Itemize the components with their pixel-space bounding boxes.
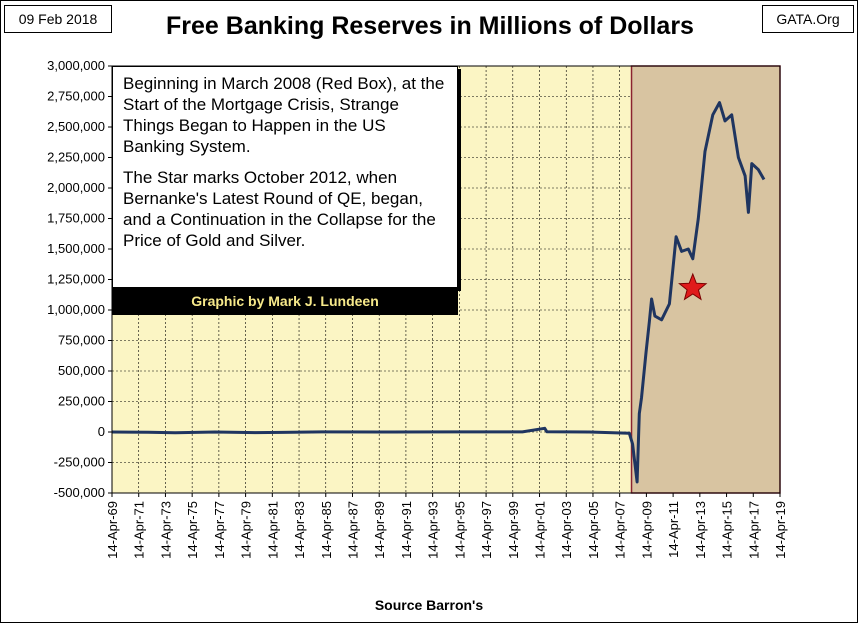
annotation-paragraph-1: Beginning in March 2008 (Red Box), at th… — [123, 74, 445, 156]
x-tick-label: 14-Apr-81 — [265, 501, 280, 559]
credit-banner: Graphic by Mark J. Lundeen — [112, 287, 458, 315]
x-axis-label: Source Barron's — [374, 597, 484, 613]
x-tick-label: 14-Apr-93 — [426, 501, 441, 559]
x-tick-label: 14-Apr-79 — [239, 501, 254, 559]
star-marker — [678, 272, 708, 301]
x-tick-label: 14-Apr-73 — [158, 501, 173, 559]
x-tick-label: 14-Apr-75 — [185, 501, 200, 559]
x-axis-ticks: 14-Apr-69 14-Apr-71 14-Apr-73 14-Apr-75 14-A… — [105, 493, 788, 559]
y-tick-label: -500,000 — [54, 485, 105, 500]
x-tick-label: 14-Apr-17 — [746, 501, 761, 559]
x-tick-label: 14-Apr-07 — [613, 501, 628, 559]
x-tick-label: 14-Apr-77 — [212, 501, 227, 559]
y-tick-label: 2,500,000 — [47, 119, 105, 134]
annotation-box: Beginning in March 2008 (Red Box), at th… — [112, 66, 458, 288]
x-tick-label: 14-Apr-91 — [399, 501, 414, 559]
x-tick-label: 14-Apr-89 — [372, 501, 387, 559]
x-tick-label: 14-Apr-97 — [479, 501, 494, 559]
y-axis-ticks: 3,000,000 2,750,000 2,500,000 2,250,000 2,00… — [47, 58, 112, 500]
date-label: 09 Feb 2018 — [4, 5, 112, 33]
y-tick-label: 3,000,000 — [47, 58, 105, 73]
x-tick-label: 14-Apr-03 — [559, 501, 574, 559]
x-tick-label: 14-Apr-13 — [693, 501, 708, 559]
y-tick-label: 1,500,000 — [47, 241, 105, 256]
x-tick-label: 14-Apr-87 — [345, 501, 360, 559]
y-tick-label: 0 — [98, 424, 105, 439]
highlight-region — [630, 65, 781, 494]
y-tick-label: 1,750,000 — [47, 211, 105, 226]
x-tick-label: 14-Apr-71 — [132, 501, 147, 559]
x-tick-label: 14-Apr-69 — [105, 501, 120, 559]
y-tick-label: 250,000 — [58, 394, 105, 409]
x-tick-label: 14-Apr-19 — [773, 501, 788, 559]
x-tick-label: 14-Apr-85 — [319, 501, 334, 559]
x-tick-label: 14-Apr-99 — [506, 501, 521, 559]
y-tick-label: 2,000,000 — [47, 180, 105, 195]
y-tick-label: 1,250,000 — [47, 272, 105, 287]
x-tick-label: 14-Apr-01 — [533, 501, 548, 559]
x-tick-label: 14-Apr-95 — [452, 501, 467, 559]
x-tick-label: 14-Apr-09 — [639, 501, 654, 559]
x-tick-label: 14-Apr-83 — [292, 501, 307, 559]
y-tick-label: 1,000,000 — [47, 302, 105, 317]
annotation-paragraph-2: The Star marks October 2012, when Bernan… — [123, 168, 436, 250]
series-line-layer — [111, 101, 766, 484]
x-tick-label: 14-Apr-11 — [666, 501, 681, 558]
y-tick-label: 500,000 — [58, 363, 105, 378]
x-tick-label: 14-Apr-05 — [586, 501, 601, 559]
y-tick-label: 2,250,000 — [47, 150, 105, 165]
series-line — [111, 101, 766, 484]
chart-title: Free Banking Reserves in Millions of Dol… — [166, 12, 694, 40]
site-label: GATA.Org — [762, 5, 854, 33]
y-tick-label: 750,000 — [58, 333, 105, 348]
x-tick-label: 14-Apr-15 — [720, 501, 735, 559]
y-tick-label: -250,000 — [54, 455, 105, 470]
y-tick-label: 2,750,000 — [47, 89, 105, 104]
